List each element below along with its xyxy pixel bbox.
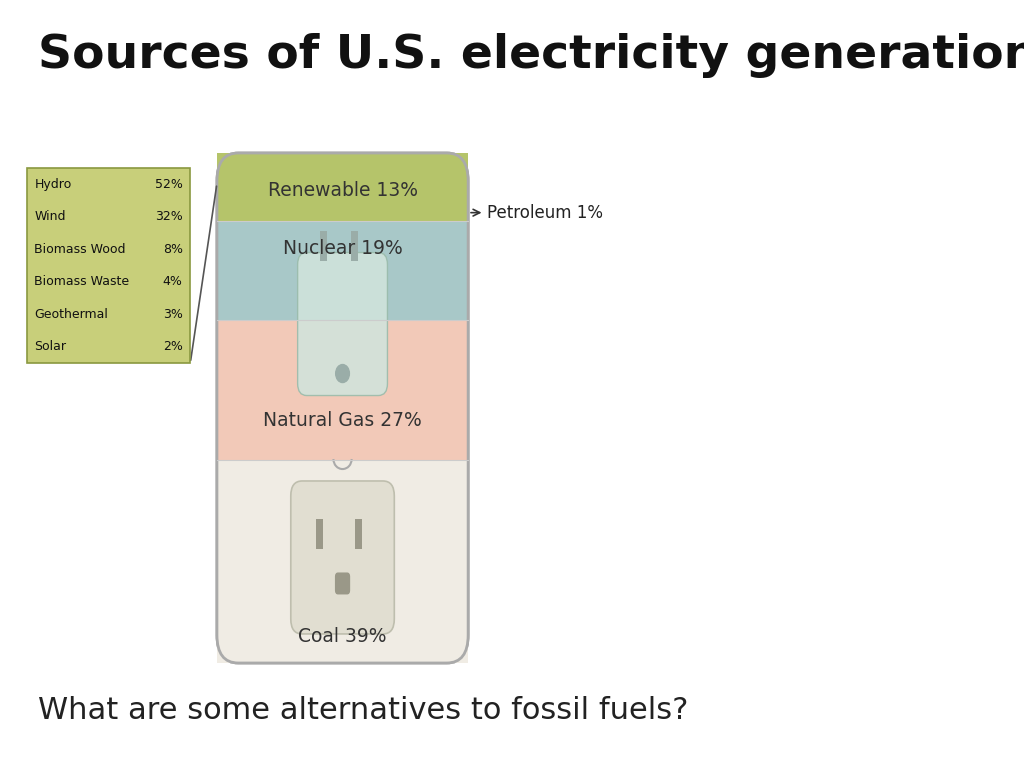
Text: Renewable 13%: Renewable 13% <box>267 180 418 200</box>
Bar <box>217 460 468 663</box>
Text: Natural Gas 27%: Natural Gas 27% <box>263 411 422 430</box>
Text: Sources of U.S. electricity generation: Sources of U.S. electricity generation <box>38 33 1024 78</box>
Text: What are some alternatives to fossil fuels?: What are some alternatives to fossil fue… <box>38 696 688 725</box>
FancyBboxPatch shape <box>291 481 394 634</box>
Text: 4%: 4% <box>163 275 182 288</box>
Bar <box>316 519 324 549</box>
Bar <box>321 230 327 260</box>
Text: Biomass Waste: Biomass Waste <box>34 275 129 288</box>
Text: 2%: 2% <box>163 340 182 353</box>
Bar <box>351 230 358 260</box>
Text: Wind: Wind <box>34 210 66 223</box>
Text: Geothermal: Geothermal <box>34 308 109 321</box>
Text: 52%: 52% <box>155 177 182 190</box>
FancyBboxPatch shape <box>298 253 387 396</box>
Text: 3%: 3% <box>163 308 182 321</box>
Bar <box>217 220 468 319</box>
Circle shape <box>336 365 349 382</box>
Text: Coal 39%: Coal 39% <box>298 627 387 646</box>
Bar <box>217 319 468 460</box>
Text: 32%: 32% <box>155 210 182 223</box>
Text: Solar: Solar <box>34 340 67 353</box>
Text: Nuclear 19%: Nuclear 19% <box>283 239 402 258</box>
Text: Biomass Wood: Biomass Wood <box>34 243 126 256</box>
FancyBboxPatch shape <box>217 153 468 663</box>
Bar <box>355 519 361 549</box>
Text: 8%: 8% <box>163 243 182 256</box>
Text: Hydro: Hydro <box>34 177 72 190</box>
Text: Petroleum 1%: Petroleum 1% <box>471 204 603 222</box>
FancyBboxPatch shape <box>27 168 190 363</box>
Bar <box>217 153 468 220</box>
FancyBboxPatch shape <box>335 572 350 594</box>
